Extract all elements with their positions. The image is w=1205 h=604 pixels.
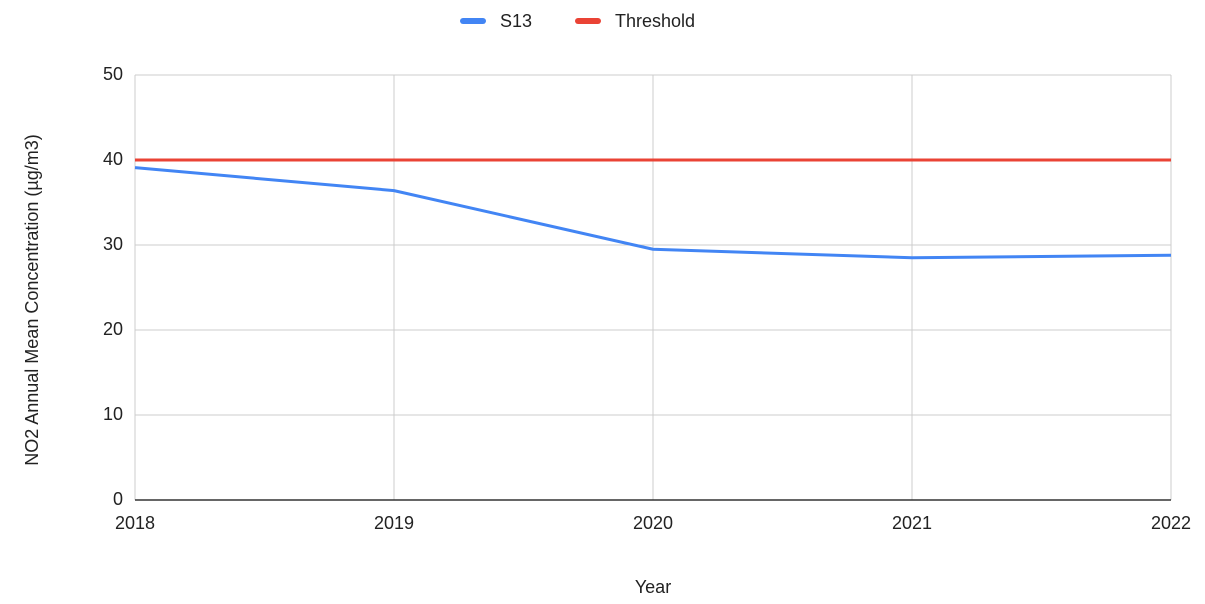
legend-swatch: [575, 18, 601, 24]
y-tick-label: 50: [103, 64, 123, 84]
series-line: [134, 166, 1172, 260]
legend-swatch: [460, 18, 486, 24]
y-tick-label: 0: [113, 489, 123, 509]
y-axis-label: NO2 Annual Mean Concentration (µg/m3): [22, 134, 42, 466]
x-tick-label: 2019: [374, 513, 414, 533]
y-tick-label: 20: [103, 319, 123, 339]
x-tick-label: 2018: [115, 513, 155, 533]
legend-label: S13: [500, 11, 532, 31]
y-tick-label: 40: [103, 149, 123, 169]
legend-label: Threshold: [615, 11, 695, 31]
x-tick-label: 2022: [1151, 513, 1191, 533]
y-tick-label: 30: [103, 234, 123, 254]
x-tick-label: 2021: [892, 513, 932, 533]
x-tick-label: 2020: [633, 513, 673, 533]
y-tick-label: 10: [103, 404, 123, 424]
x-axis-label: Year: [635, 577, 671, 597]
